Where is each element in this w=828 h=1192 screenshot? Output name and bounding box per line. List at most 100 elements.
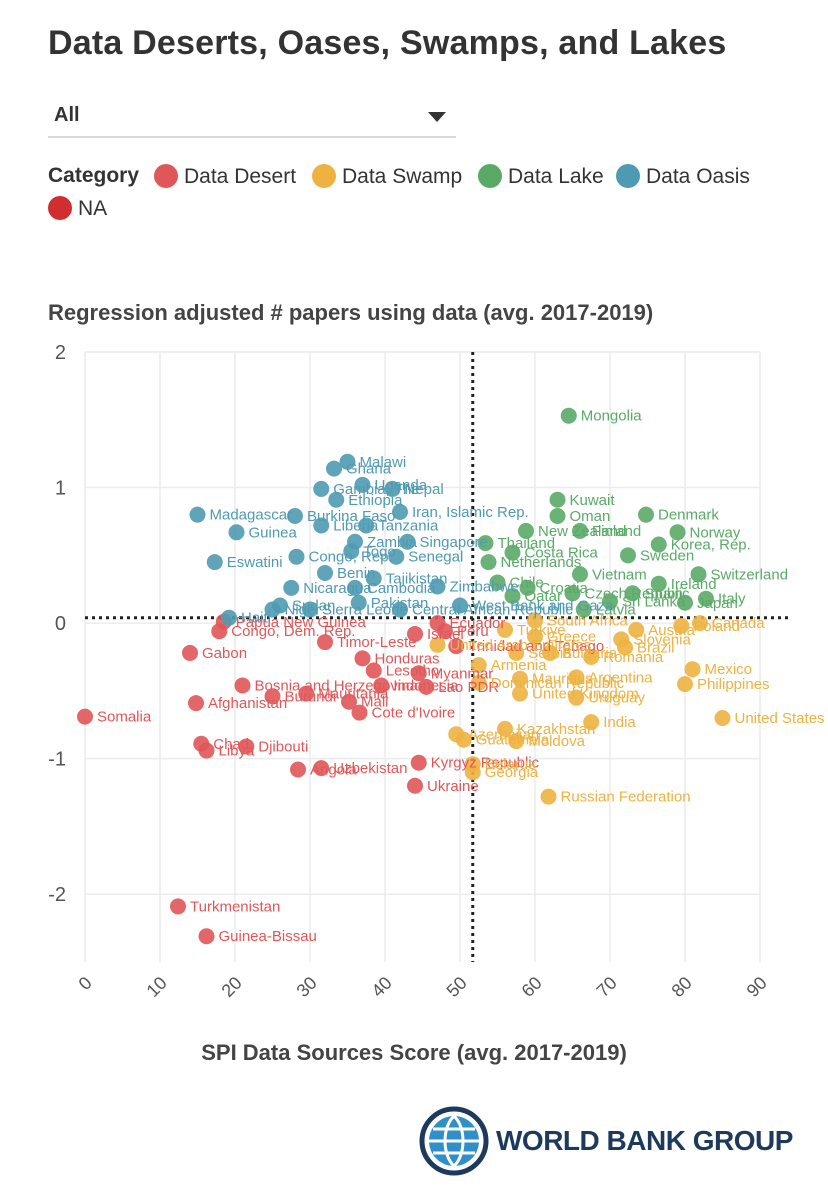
data-point-label: Zimbabwe: [450, 579, 519, 596]
data-point: [351, 704, 368, 721]
data-point: [418, 678, 435, 695]
data-point: [568, 689, 585, 706]
y-tick-label: 2: [55, 342, 66, 364]
data-point: [347, 579, 363, 596]
data-point: [182, 644, 198, 661]
data-point: [480, 554, 497, 571]
data-point-label: Honduras: [375, 650, 440, 667]
data-point-label: Mongolia: [581, 408, 643, 425]
data-point-label: Finland: [592, 523, 641, 540]
legend-label: Data Oasis: [646, 165, 750, 188]
data-point: [512, 670, 528, 687]
data-point-label: Georgia: [485, 764, 539, 781]
data-point: [714, 710, 731, 726]
chevron-down-icon: [428, 112, 446, 122]
data-point: [512, 685, 528, 702]
legend-item-na[interactable]: NA: [48, 196, 107, 221]
data-point-label: Israel: [427, 626, 464, 643]
filter-dropdown[interactable]: All: [48, 98, 456, 138]
data-point: [542, 644, 558, 661]
data-point: [354, 650, 371, 667]
data-point: [211, 623, 228, 640]
data-point: [313, 480, 330, 497]
data-point: [564, 585, 581, 602]
y-tick-label: -1: [48, 749, 66, 771]
x-tick-label: 0: [75, 973, 96, 994]
data-point: [234, 677, 251, 694]
data-point-label: West Bank and Gaza: [472, 597, 614, 614]
data-point: [583, 714, 600, 731]
data-point-label: Togo: [363, 543, 396, 560]
data-point-label: Afghanistan: [208, 695, 287, 712]
data-point: [677, 676, 693, 693]
legend-item-data-lake[interactable]: Data Lake: [478, 164, 604, 189]
world-bank-logo: WORLD BANK GROUP: [418, 1105, 793, 1180]
data-point: [392, 503, 408, 520]
legend-swatch-swamp: [312, 164, 336, 188]
data-point-label: Gambia, The: [333, 481, 419, 498]
data-point: [317, 564, 333, 581]
legend-item-data-swamp[interactable]: Data Swamp: [312, 164, 462, 189]
data-point: [388, 548, 405, 565]
data-point: [228, 524, 245, 541]
data-point-label: Burkina Faso: [307, 508, 395, 525]
data-point-label: Qatar: [525, 588, 563, 605]
data-point: [313, 517, 330, 534]
data-point-label: Azerbaijan: [468, 726, 539, 743]
data-point: [617, 639, 633, 656]
data-point-label: South Africa: [547, 612, 629, 629]
data-point-label: Uzbekistan: [333, 760, 407, 777]
legend-swatch-na: [48, 196, 72, 220]
filter-selected-value: All: [54, 104, 80, 126]
data-point-label: Benin: [337, 565, 375, 582]
data-point-label: Guatemala: [476, 732, 550, 749]
data-point-label: Lesotho: [386, 663, 439, 680]
data-point-label: Cambodia: [367, 580, 436, 597]
data-point: [302, 601, 318, 618]
legend-item-data-oasis[interactable]: Data Oasis: [616, 164, 750, 189]
data-point: [549, 491, 566, 508]
data-point-label: Burundi: [285, 688, 337, 705]
data-point-label: Canada: [712, 615, 765, 632]
data-point-label: Latvia: [596, 602, 637, 619]
x-tick-label: 10: [143, 973, 171, 1001]
data-point: [673, 617, 690, 634]
legend-item-data-desert[interactable]: Data Desert: [154, 164, 296, 189]
data-point: [392, 601, 408, 618]
data-point: [508, 644, 525, 661]
data-point-label: Bulgaria: [562, 645, 618, 662]
data-point: [206, 554, 223, 571]
legend-title: Category: [48, 164, 140, 187]
data-point: [365, 570, 382, 587]
data-point: [221, 609, 237, 626]
data-point-label: Turkiye: [517, 622, 566, 639]
data-point: [452, 597, 468, 614]
data-point: [365, 662, 382, 679]
data-point: [448, 638, 465, 655]
data-point-label: Haiti: [241, 610, 271, 627]
data-point-label: Turkmenistan: [190, 898, 280, 915]
data-point-label: Belarus: [485, 756, 536, 773]
data-point-label: Niger: [285, 602, 321, 619]
data-point: [343, 543, 360, 560]
data-point: [399, 533, 416, 550]
data-point: [583, 649, 600, 665]
data-point-label: Uganda: [375, 477, 428, 494]
data-point: [568, 669, 585, 686]
page-title: Data Deserts, Oases, Swamps, and Lakes: [48, 24, 727, 62]
data-point: [429, 636, 446, 653]
data-point-label: Croatia: [540, 580, 589, 597]
data-point: [518, 522, 534, 539]
y-tick-label: 1: [55, 478, 66, 500]
data-point-label: Ghana: [346, 461, 392, 478]
data-point-label: Eswatini: [227, 554, 283, 571]
data-point: [497, 720, 513, 737]
data-point: [684, 661, 701, 678]
data-point-label: Myanmar: [431, 665, 494, 682]
data-point: [650, 536, 667, 553]
data-point: [470, 674, 487, 691]
data-point-label: Kyrgyz Republic: [431, 755, 540, 772]
data-point: [464, 764, 481, 781]
data-point-label: Italy: [718, 591, 746, 608]
